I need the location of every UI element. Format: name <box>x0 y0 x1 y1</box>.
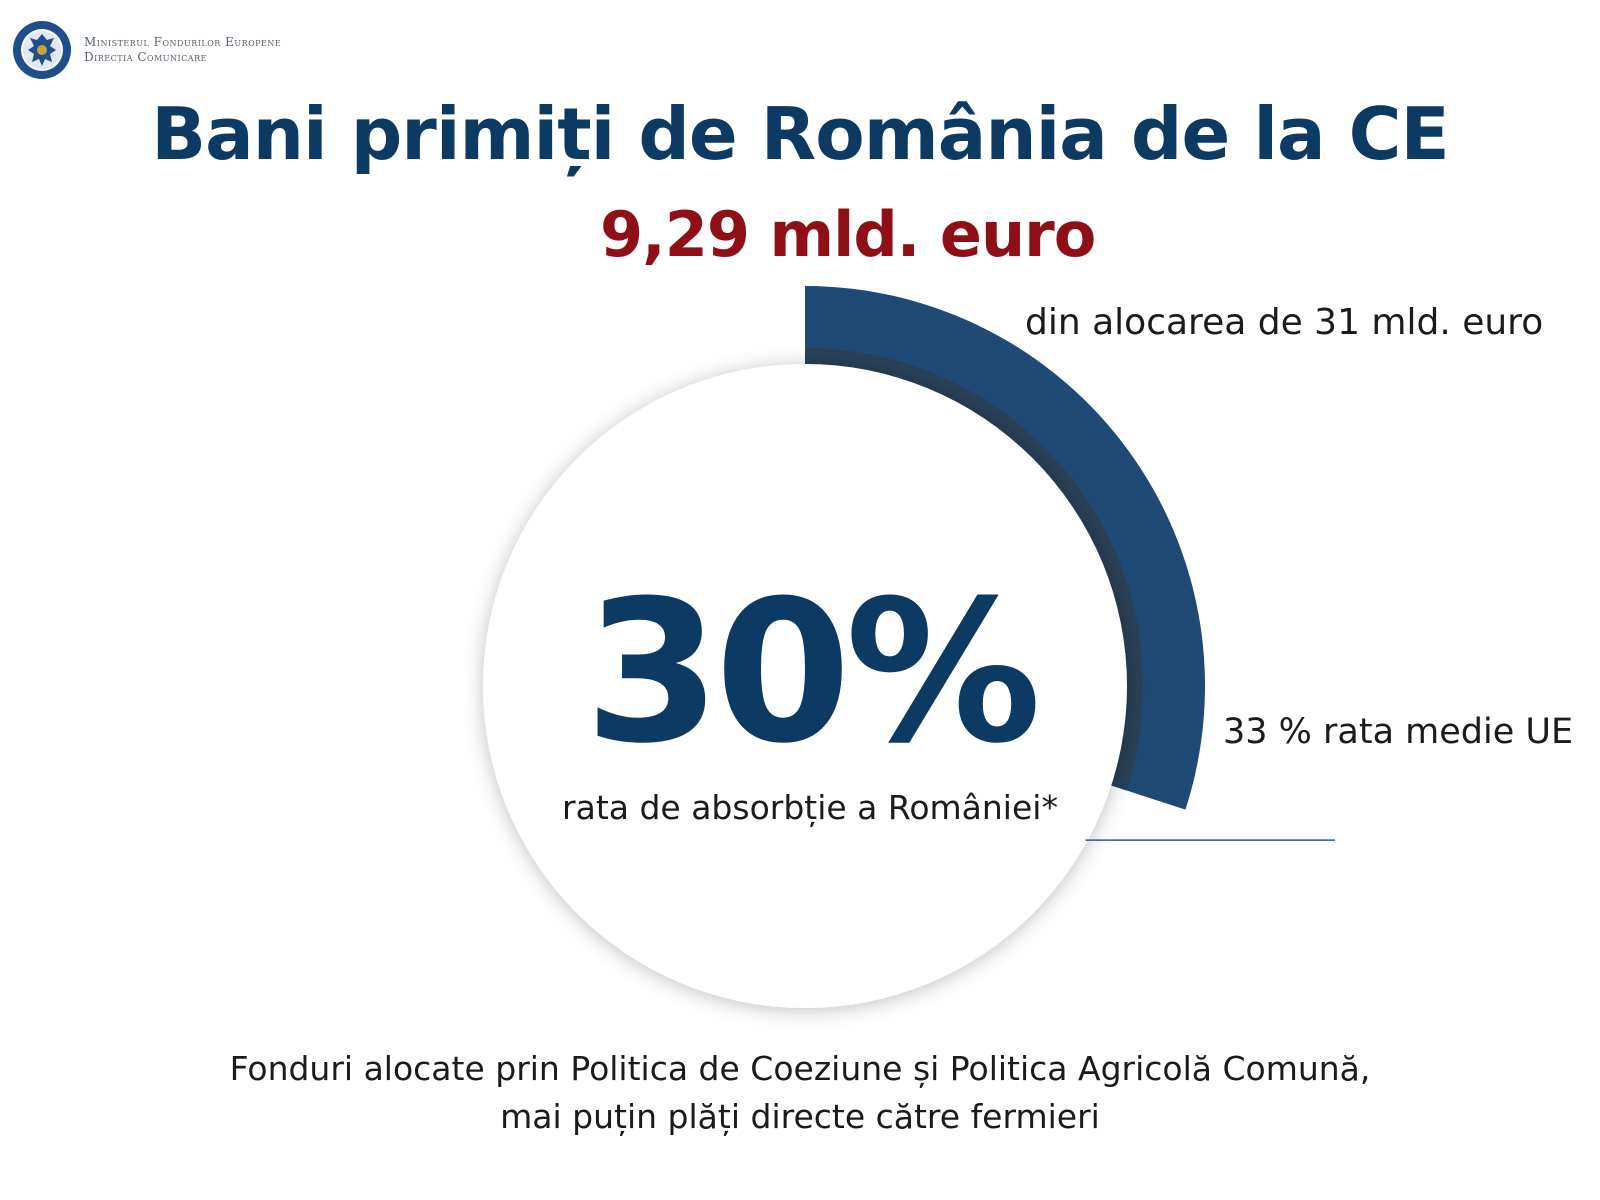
footnote-line-1: Fonduri alocate prin Politica de Coeziun… <box>229 1049 1371 1088</box>
absorption-label: rata de absorbție a României* <box>562 788 1058 827</box>
footnote-line-2: mai puțin plăți directe către fermieri <box>500 1097 1100 1136</box>
absorption-arc <box>805 286 1205 810</box>
ministry-name: Ministerul Fondurilor Europene Direcția … <box>84 35 281 65</box>
received-amount: 9,29 mld. euro <box>600 198 1096 271</box>
inner-disc <box>483 364 1127 1008</box>
allocation-label: din alocarea de 31 mld. euro <box>1025 302 1544 343</box>
ministry-line-1: Ministerul Fondurilor Europene <box>84 35 282 49</box>
header: Ministerul Fondurilor Europene Direcția … <box>12 20 281 80</box>
government-seal-icon <box>13 21 71 79</box>
eu-average-label: 33 % rata medie UE <box>1223 712 1574 752</box>
page-title: Bani primiți de România de la CE <box>151 92 1449 176</box>
footnote: Fonduri alocate prin Politica de Coeziun… <box>0 1045 1600 1141</box>
absorption-value: 30% <box>584 559 1041 787</box>
ministry-line-2: Direcția Comunicare <box>84 50 207 64</box>
